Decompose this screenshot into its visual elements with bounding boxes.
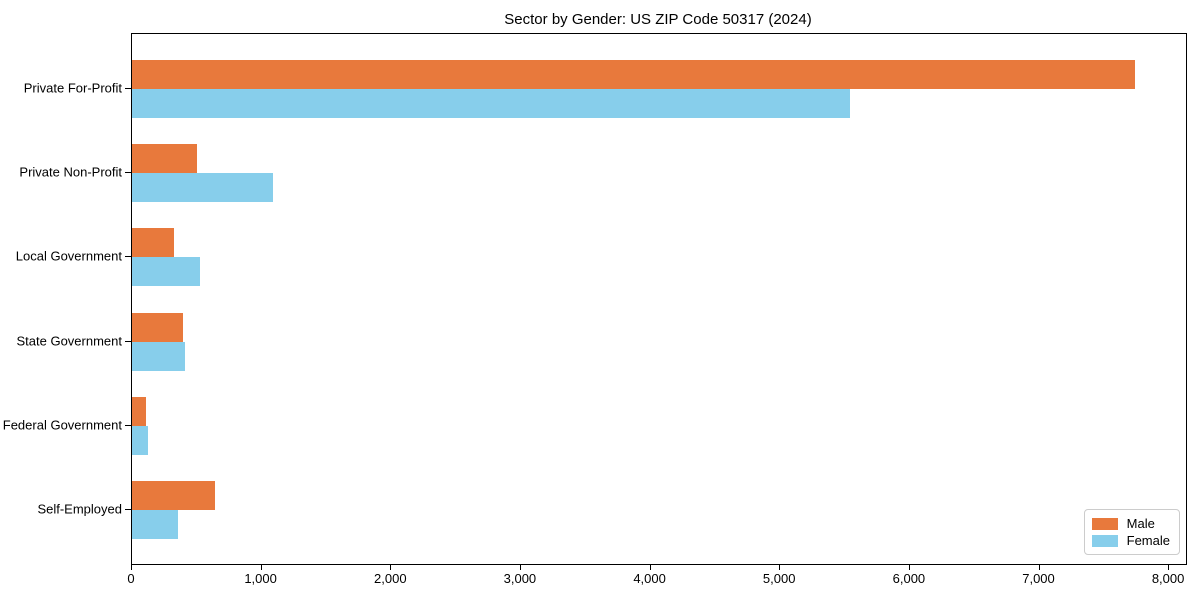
bar-female-state-government [132, 341, 185, 371]
x-tick-label: 5,000 [762, 571, 796, 586]
bar-female-self-employed [132, 510, 178, 539]
y-tick-mark [125, 509, 131, 510]
legend-swatch-female [1091, 534, 1118, 547]
legend-entry-male: Male [1091, 515, 1170, 532]
bar-male-private-for-profit [132, 60, 1136, 89]
y-tick-label: Private For-Profit [23, 80, 122, 96]
bar-male-federal-government [132, 396, 147, 426]
bar-female-private-non-profit [132, 173, 273, 203]
x-tick-mark [390, 564, 392, 570]
bar-male-state-government [132, 312, 183, 342]
chart-title: Sector by Gender: US ZIP Code 50317 (202… [504, 11, 812, 28]
x-tick-mark [260, 564, 262, 570]
x-tick-mark [649, 564, 651, 570]
x-tick-label: 8,000 [1151, 571, 1185, 586]
bar-female-federal-government [132, 425, 148, 455]
y-tick-mark [125, 424, 131, 426]
y-tick-label: Self-Employed [37, 501, 122, 517]
bar-male-self-employed [132, 481, 215, 510]
x-tick-mark [1038, 564, 1040, 570]
x-tick-label: 1,000 [244, 571, 277, 586]
x-tick-label: 3,000 [503, 571, 537, 586]
y-tick-mark [125, 172, 131, 174]
x-tick-mark [908, 564, 910, 570]
x-tick-mark [519, 564, 521, 570]
legend-swatch-male [1091, 517, 1118, 530]
x-tick-label: 6,000 [892, 571, 926, 586]
y-tick-mark [125, 256, 131, 258]
bar-female-local-government [132, 257, 201, 287]
y-tick-mark [125, 340, 131, 342]
x-tick-mark [1168, 564, 1170, 570]
y-tick-label: Federal Government [2, 417, 122, 433]
y-tick-mark [125, 88, 131, 89]
bar-female-private-for-profit [132, 89, 851, 118]
x-tick-label: 7,000 [1022, 571, 1055, 586]
bar-male-local-government [132, 228, 175, 258]
x-tick-label: 4,000 [633, 571, 666, 586]
x-tick-mark [779, 564, 781, 570]
legend-label: Male [1126, 516, 1155, 531]
x-tick-mark [131, 564, 132, 570]
bar-male-private-non-profit [132, 144, 197, 174]
legend-label: Female [1126, 533, 1170, 548]
legend-entry-female: Female [1091, 532, 1170, 549]
x-tick-label: 2,000 [374, 571, 407, 586]
x-tick-label: 0 [127, 571, 135, 586]
y-tick-label: Private Non-Profit [19, 164, 122, 180]
plot-area: Male Female [131, 33, 1187, 565]
y-tick-label: State Government [16, 333, 123, 349]
bars-layer [132, 34, 1186, 564]
y-tick-label: Local Government [15, 248, 122, 264]
legend: Male Female [1083, 509, 1180, 555]
